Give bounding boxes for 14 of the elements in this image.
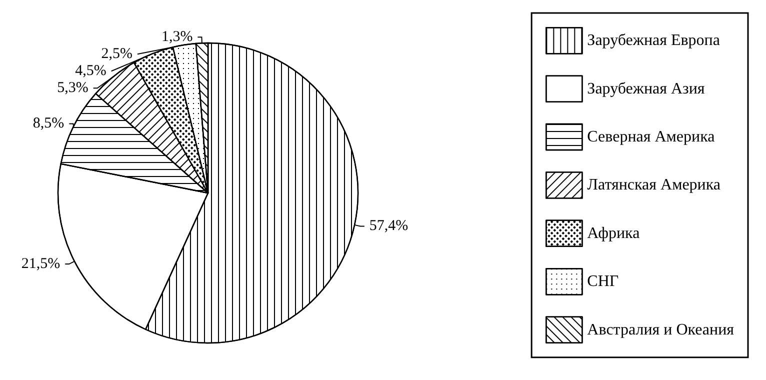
legend-label: Северная Америка <box>587 128 715 146</box>
legend-label: Зарубежная Европа <box>587 32 720 50</box>
legend-label: Зарубежная Азия <box>587 80 706 98</box>
data-label: 2,5% <box>101 46 132 62</box>
legend-label: Латянская Америка <box>587 176 720 194</box>
data-label: 21,5% <box>21 256 60 272</box>
data-label: 5,3% <box>57 80 88 96</box>
legend-label: СНГ <box>587 273 619 290</box>
data-label: 1,3% <box>161 29 193 46</box>
data-label: 4,5% <box>75 63 106 80</box>
data-label: 8,5% <box>32 116 64 132</box>
data-label: 57,4% <box>369 218 408 234</box>
legend-label: Австралия и Океания <box>587 321 735 338</box>
legend-label: Африка <box>587 224 640 242</box>
